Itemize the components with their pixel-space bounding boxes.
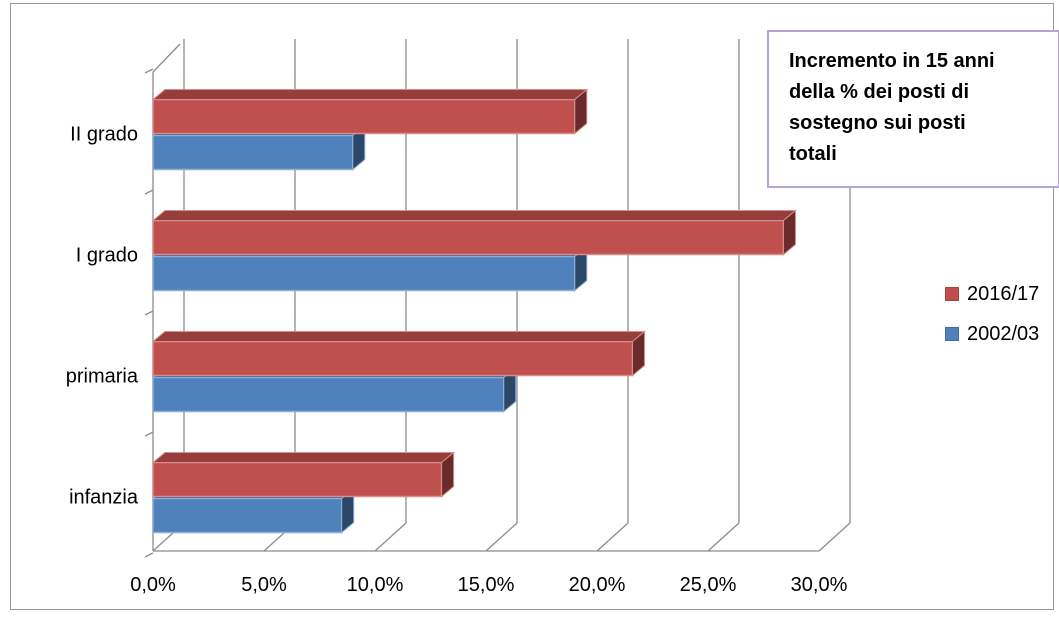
floor-gridline [485, 522, 518, 552]
bar-2016-17 [152, 340, 634, 377]
bar-2002-03 [152, 376, 505, 413]
chart-title-box: Incremento in 15 anni della % dei posti … [767, 30, 1059, 188]
bar-side [574, 88, 588, 135]
legend: 2016/17 2002/03 [945, 282, 1039, 362]
legend-label: 2002/03 [967, 322, 1040, 345]
chart-plot: 0,0% 5,0% 10,0% 15,0% 20,0% 25,0% 30,0% infanzi… [66, 39, 851, 596]
category-label: II grado [70, 124, 138, 146]
bar-2016-17 [152, 461, 443, 498]
bar-2016-17 [152, 98, 576, 135]
bar-2002-03 [152, 134, 354, 171]
bar-top [151, 452, 455, 463]
category-label: infanzia [69, 487, 139, 509]
legend-swatch [945, 327, 959, 341]
category-label: primaria [66, 366, 139, 388]
category-tick [144, 431, 154, 437]
wall-edge [152, 43, 181, 73]
category-tick [144, 552, 154, 558]
bar-2002-03 [152, 255, 576, 292]
chart-frame: 0,0% 5,0% 10,0% 15,0% 20,0% 25,0% 30,0% infanzi… [10, 3, 1059, 610]
x-tick-label: 15,0% [458, 574, 515, 596]
legend-swatch [945, 287, 959, 301]
x-tick-label: 0,0% [130, 574, 176, 596]
legend-item: 2016/17 [945, 282, 1039, 306]
x-tick-label: 30,0% [791, 574, 848, 596]
bar-top [151, 89, 589, 100]
bar-top [151, 331, 646, 342]
x-tick-label: 10,0% [347, 574, 404, 596]
legend-label: 2016/17 [967, 282, 1040, 305]
category-label: I grado [76, 245, 138, 267]
category-tick [144, 189, 154, 195]
x-tick-label: 5,0% [241, 574, 287, 596]
category-tick [144, 310, 154, 316]
bar-side [632, 330, 646, 377]
chart-title: Incremento in 15 anni della % dei posti … [789, 50, 995, 165]
bar-top [151, 210, 797, 221]
bar-side [441, 451, 455, 498]
bar-2016-17 [152, 219, 785, 256]
bar-2002-03 [152, 497, 343, 534]
floor-gridline [818, 522, 851, 552]
floor-gridline [596, 522, 629, 552]
x-tick-label: 20,0% [569, 574, 626, 596]
bar-side [782, 209, 796, 256]
x-tick-label: 25,0% [680, 574, 737, 596]
floor-gridline [374, 522, 407, 552]
category-tick [144, 68, 154, 74]
legend-item: 2002/03 [945, 322, 1039, 346]
floor-gridline [707, 522, 740, 552]
